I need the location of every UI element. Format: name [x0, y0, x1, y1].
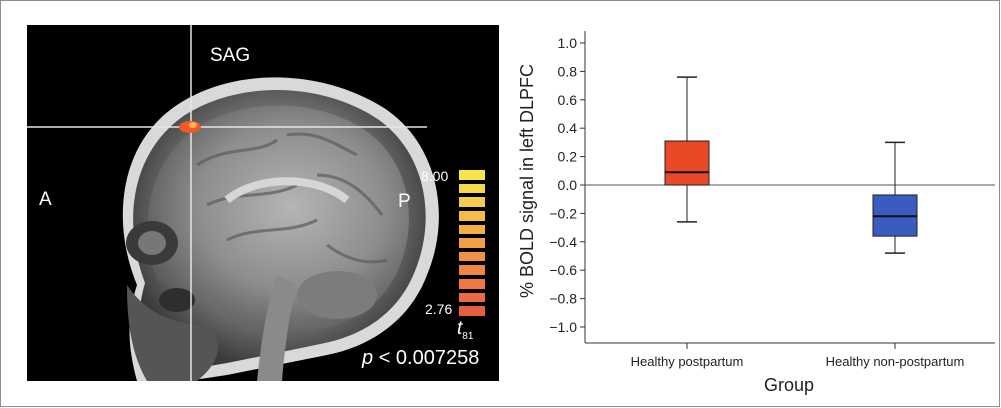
p-value-label: p < 0.007258	[362, 347, 480, 369]
x-tick-label: Healthy non-postpartum	[826, 354, 965, 369]
colorbar-swatch	[459, 170, 485, 180]
colorbar-min-label: 2.76	[425, 301, 453, 317]
colorbar-swatch	[459, 306, 485, 316]
y-tick-label: 0.0	[558, 177, 578, 193]
y-tick-label: 0.2	[558, 149, 578, 165]
colorbar-swatch	[459, 251, 485, 262]
y-tick-label: −0.6	[549, 262, 577, 278]
y-tick-label: −0.4	[549, 234, 577, 250]
chart-axes: 1.0 0.8 0.6 0.4 0.2 0.0 −0.2 −0.4 −0.6 −0.8 −1.0 He…	[549, 31, 995, 369]
brain-scan-panel: SAG A P 8.00 2.76 t81 p < 0.007258	[27, 25, 499, 381]
colorbar-swatch	[459, 238, 485, 248]
y-tick-label: 1.0	[558, 35, 578, 51]
y-tick-label: −0.8	[549, 291, 577, 307]
box-plot-series	[664, 76, 918, 254]
colorbar-stat-symbol: t81	[457, 318, 474, 342]
y-tick-label: 0.8	[558, 63, 578, 79]
box-plot-chart: 1.0 0.8 0.6 0.4 0.2 0.0 −0.2 −0.4 −0.6 −0.8 −1.0 He…	[517, 31, 995, 395]
x-tick-label: Healthy postpartum	[631, 354, 744, 369]
colorbar-swatch	[459, 210, 485, 221]
colorbar-swatch	[459, 265, 485, 276]
colorbar-swatch	[459, 197, 485, 207]
colorbar	[459, 170, 485, 320]
colorbar-max-label: 8.00	[421, 168, 449, 184]
box-1	[664, 76, 710, 223]
posterior-label: P	[398, 191, 411, 212]
anterior-label: A	[39, 189, 52, 210]
box-2	[872, 141, 918, 254]
sagittal-mri-image	[27, 25, 439, 381]
colorbar-swatch	[459, 224, 485, 235]
x-axis-label: Group	[764, 375, 814, 395]
y-axis-label: % BOLD signal in left DLPFC	[517, 64, 537, 298]
iqr-box	[664, 140, 710, 186]
y-tick-label: −0.2	[549, 205, 577, 221]
colorbar-swatch	[459, 279, 485, 289]
y-tick-label: 0.6	[558, 92, 578, 108]
y-tick-label: −1.0	[549, 319, 577, 335]
colorbar-swatch	[459, 183, 485, 194]
view-label: SAG	[210, 45, 251, 66]
colorbar-swatch	[459, 292, 485, 303]
y-tick-label: 0.4	[558, 120, 578, 136]
activation-cluster	[179, 121, 201, 133]
